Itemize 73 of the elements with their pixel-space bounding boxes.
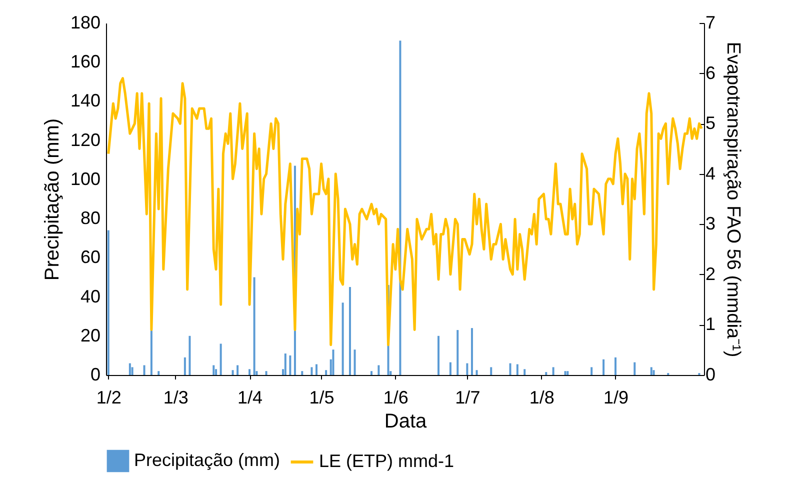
bar [310, 367, 313, 375]
x-tick-label: 1/9 [603, 388, 629, 408]
bar [265, 371, 268, 375]
bar [236, 365, 239, 375]
y2-tick-label: 3 [706, 214, 716, 234]
bar [248, 369, 251, 375]
y-tick-label: 20 [80, 325, 100, 346]
bar [232, 370, 234, 375]
bar [566, 371, 569, 375]
bar [509, 363, 512, 375]
bar [552, 367, 554, 375]
bar [301, 371, 304, 375]
y2-tick-label: 0 [706, 364, 716, 384]
x-tick-label: 1/4 [238, 388, 263, 408]
bar [650, 367, 652, 375]
bar [184, 357, 186, 375]
bar [466, 363, 468, 375]
bar [524, 369, 526, 375]
y2-tick-label: 1 [706, 314, 716, 334]
x-tick-label: 1/3 [163, 388, 188, 408]
bar [220, 344, 222, 375]
y2-tick-label: 2 [706, 264, 716, 284]
bar [188, 336, 191, 375]
y2-axis-title: Evapotranspiração FAO 56 (mmdia⁻¹) [722, 42, 744, 358]
bar [437, 336, 440, 375]
bar [325, 370, 328, 375]
bar [516, 364, 518, 375]
y-tick-label: 80 [80, 208, 100, 228]
bar [470, 328, 473, 375]
bar [315, 364, 318, 375]
y-axis-title: Precipitação (mm) [41, 118, 64, 281]
bar [342, 302, 344, 375]
x-tick-label: 1/2 [96, 388, 122, 408]
y-tick-label: 100 [70, 168, 100, 189]
bar [456, 330, 459, 375]
bar [490, 367, 492, 375]
y-tick-label: 40 [80, 286, 100, 306]
y-tick-label: 0 [90, 364, 100, 384]
x-tick-label: 1/6 [383, 388, 408, 408]
bar [476, 370, 478, 375]
y-tick-label: 180 [70, 12, 100, 32]
y-tick-label: 60 [80, 247, 100, 268]
bar [348, 287, 351, 375]
y-tick-label: 160 [70, 52, 100, 72]
bar [332, 350, 334, 375]
bar [212, 365, 215, 375]
bar [652, 370, 655, 375]
y2-tick-label: 5 [706, 113, 716, 134]
x-tick-label: 1/8 [529, 388, 554, 408]
x-tick-label: 1/5 [309, 388, 334, 408]
bar [253, 277, 256, 375]
bar [378, 365, 380, 375]
bar [354, 350, 356, 375]
legend-label: LE (ETP) mmd-1 [319, 451, 454, 471]
bar [614, 357, 616, 375]
bar [634, 362, 636, 375]
bar [370, 371, 373, 375]
y-tick-label: 140 [70, 90, 100, 111]
y2-tick-label: 6 [706, 62, 716, 83]
bar [564, 371, 566, 375]
y2-tick-label: 4 [706, 163, 716, 184]
bar [590, 367, 593, 375]
bar [602, 359, 605, 375]
y-tick-label: 120 [70, 130, 100, 150]
bar [289, 355, 292, 375]
x-tick-label: 1/7 [455, 388, 480, 408]
y2-tick-label: 7 [706, 12, 716, 32]
bar [449, 362, 452, 375]
legend-label: Precipitação (mm) [134, 450, 280, 470]
x-axis-title: Data [384, 410, 428, 432]
bar [545, 372, 548, 375]
bar [215, 369, 218, 375]
bar [284, 353, 286, 375]
